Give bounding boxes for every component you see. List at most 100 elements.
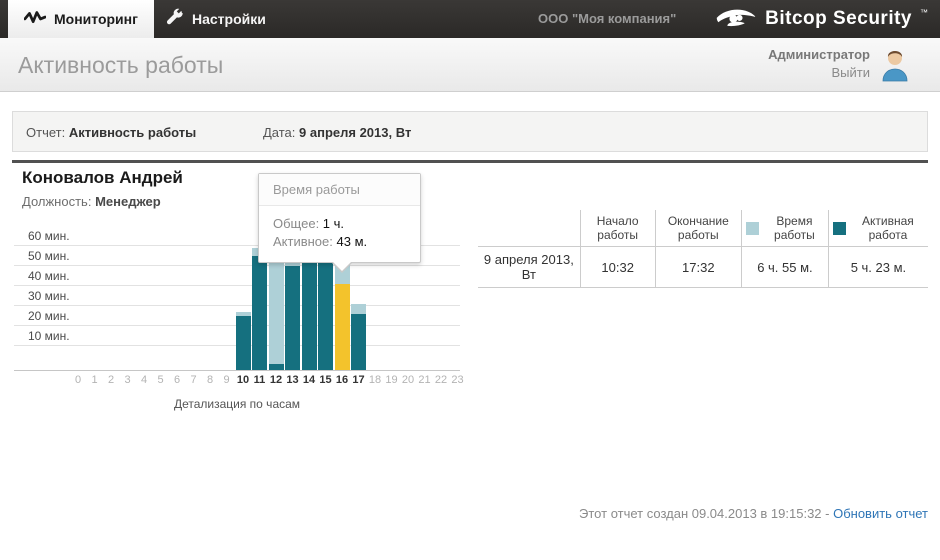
- table-header-3: Время работы: [741, 210, 829, 247]
- bar-active-hour-14: [301, 258, 317, 370]
- y-tick-label: 40 мин.: [28, 269, 70, 283]
- x-tick-label-16: 16: [335, 374, 349, 386]
- chart-tooltip: Время работы Общее: 1 ч. Активное: 43 м.: [258, 173, 421, 273]
- x-tick-label-2: 2: [107, 374, 115, 386]
- table-cell-0: 9 апреля 2013, Вт: [478, 246, 581, 288]
- chart-caption: Детализация по часам: [173, 397, 301, 411]
- user-name: Администратор: [768, 47, 870, 62]
- x-tick-label-15: 15: [319, 374, 332, 386]
- tooltip-row: Активное: 43 м.: [273, 234, 368, 249]
- bar-active-hour-10: [235, 316, 251, 370]
- x-tick-label-1: 1: [91, 374, 98, 386]
- page-title: Активность работы: [18, 52, 224, 78]
- x-tick-label-21: 21: [418, 374, 431, 386]
- daily-summary-table: Начало работы Окончание работы Время работ…: [478, 210, 928, 288]
- x-tick-label-5: 5: [157, 374, 164, 386]
- report-created-text: Этот отчет создан 09.04.2013 в 19:15:32 …: [579, 506, 834, 521]
- gridline-40: [14, 285, 460, 286]
- logout-link[interactable]: Выйти: [831, 65, 871, 80]
- x-tick-label-22: 22: [434, 374, 448, 386]
- employee-name: Коновалов Андрей: [22, 168, 183, 187]
- y-tick-label: 60 мин.: [28, 229, 70, 243]
- bar-hour-10[interactable]: [235, 237, 251, 370]
- table-cell-3: 6 ч. 55 м.: [741, 246, 829, 288]
- gridline-30: [14, 305, 460, 306]
- report-type-value: Активность работы: [68, 125, 197, 140]
- summary-table-body: 9 апреля 2013, Вт 10:32 17:32 6 ч. 55 м. 5 ч…: [478, 246, 928, 288]
- page-header: Активность работы Администратор Выйти: [0, 38, 940, 92]
- bar-active-hour-12: [268, 364, 284, 370]
- x-tick-label-7: 7: [190, 374, 197, 386]
- legend-swatch: [832, 221, 846, 235]
- bar-active-hour-15: [318, 254, 333, 370]
- tooltip-title: Время работы: [259, 174, 420, 206]
- table-header-0: [478, 210, 581, 247]
- x-tick-label-19: 19: [385, 374, 398, 386]
- bar-hour-15[interactable]: [318, 237, 333, 370]
- table-header-2: Окончание работы: [654, 210, 742, 247]
- eye-logo-icon: [715, 6, 757, 33]
- report-date: Дата: 9 апреля 2013, Вт: [263, 125, 412, 140]
- bar-total-hour-12: [268, 256, 284, 370]
- x-tick-label-10: 10: [236, 374, 250, 386]
- x-tick-label-0: 0: [74, 374, 82, 386]
- x-tick-label-6: 6: [173, 374, 181, 386]
- table-cell-1: 10:32: [579, 246, 656, 288]
- y-tick-label: 10 мин.: [28, 329, 70, 343]
- tooltip-arrow: [331, 261, 353, 273]
- report-criteria-bar: Отчет: Активность работы Дата: 9 апреля …: [12, 111, 928, 152]
- x-tick-label-23: 23: [451, 374, 464, 386]
- table-cell-2: 17:32: [654, 246, 742, 288]
- y-tick-label: 20 мин.: [28, 309, 70, 323]
- user-avatar: [876, 45, 914, 83]
- x-tick-label-20: 20: [401, 374, 415, 386]
- table-header-1: Начало работы: [579, 210, 656, 247]
- bar-active-hour-17: [351, 314, 366, 370]
- bar-hour-12[interactable]: [268, 237, 284, 370]
- x-tick-label-18: 18: [368, 374, 382, 386]
- trademark-symbol: ™: [920, 7, 928, 17]
- summary-table-header: Начало работы Окончание работы Время работ…: [478, 210, 928, 247]
- tooltip-row: Общее: 1 ч.: [273, 216, 345, 231]
- tab-monitoring[interactable]: Мониторинг: [8, 0, 154, 38]
- bar-hour-11[interactable]: [252, 237, 267, 370]
- gridline-50: [14, 265, 460, 266]
- report-date-value: 9 апреля 2013, Вт: [299, 125, 412, 140]
- legend-swatch: [746, 221, 759, 235]
- monitoring-pulse-icon: [23, 10, 47, 29]
- report-type: Отчет: Активность работы: [26, 125, 197, 140]
- panel-divider: [12, 160, 928, 163]
- table-cell-4: 5 ч. 23 м.: [827, 246, 928, 288]
- gridline-60: [14, 245, 460, 246]
- tab-settings[interactable]: Настройки: [148, 0, 282, 38]
- bar-hour-14[interactable]: [301, 237, 317, 370]
- x-tick-label-13: 13: [286, 374, 299, 386]
- tab-settings-label: Настройки: [192, 11, 266, 27]
- company-name: ООО "Моя компания": [538, 11, 677, 26]
- x-tick-label-12: 12: [269, 374, 283, 386]
- employee-position: Должность: Менеджер: [22, 194, 161, 209]
- bar-active-hour-13: [285, 266, 300, 370]
- brand-logo: Bitcop Security ™: [715, 0, 928, 38]
- top-navigation-bar: Мониторинг Настройки ООО "Моя компания" …: [0, 0, 940, 38]
- table-header-4: Активная работа: [827, 210, 928, 247]
- y-tick-label: 30 мин.: [28, 289, 70, 303]
- table-row: 9 апреля 2013, Вт 10:32 17:32 6 ч. 55 м. 5 ч…: [478, 246, 928, 288]
- x-tick-label-14: 14: [302, 374, 316, 386]
- bar-hour-13[interactable]: [285, 237, 300, 370]
- chart-x-axis: 0 1 2 3 4 5 6 7 8 9 10 11 12 13 14 15 16 17 18 19 20 21 22 23: [14, 374, 464, 388]
- bar-active-hour-16: [334, 284, 350, 370]
- chart-plot: 60 мин. 50 мин. 40 мин. 30 мин. 20 мин. 10 ми…: [14, 229, 460, 371]
- bar-hour-16[interactable]: [334, 237, 350, 370]
- bar-hour-17[interactable]: [351, 237, 366, 370]
- hourly-activity-chart: 60 мин. 50 мин. 40 мин. 30 мин. 20 мин. 10 ми…: [14, 229, 464, 427]
- employee-position-value: Менеджер: [95, 194, 161, 209]
- brand-name: Bitcop Security: [765, 8, 912, 29]
- report-footer: Этот отчет создан 09.04.2013 в 19:15:32 …: [579, 506, 928, 521]
- x-tick-label-8: 8: [206, 374, 214, 386]
- x-tick-label-17: 17: [352, 374, 365, 386]
- refresh-report-link[interactable]: Обновить отчет: [833, 506, 928, 521]
- x-tick-label-4: 4: [140, 374, 148, 386]
- x-tick-label-11: 11: [253, 374, 266, 386]
